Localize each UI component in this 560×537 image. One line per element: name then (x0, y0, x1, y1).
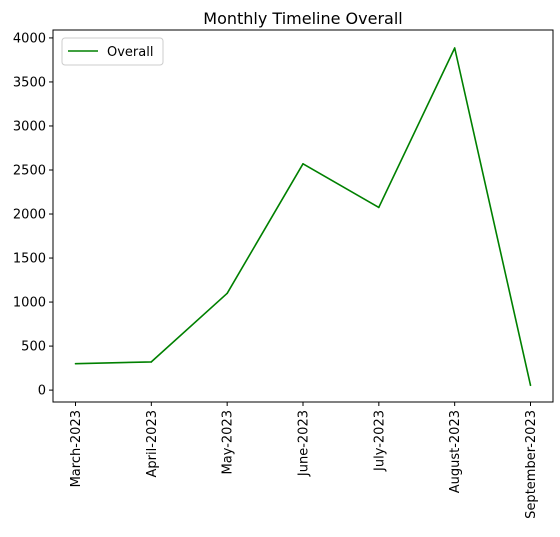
data-point (529, 384, 532, 387)
y-tick-label: 0 (38, 384, 46, 399)
legend-label: Overall (107, 45, 153, 60)
data-point (150, 361, 153, 363)
data-point (453, 47, 456, 49)
x-axis: March-2023 April-2023 May-2023 June-2023 Jul… (69, 402, 539, 519)
chart-title: Monthly Timeline Overall (203, 9, 402, 28)
x-tick-label: June-2023 (297, 410, 312, 477)
y-tick-label: 3500 (13, 75, 46, 90)
legend-box (61, 37, 164, 66)
y-tick-label: 1500 (13, 252, 46, 267)
x-tick-label: July-2023 (372, 410, 387, 472)
y-tick-label: 2000 (13, 208, 46, 223)
series-line (75, 47, 532, 386)
y-axis: 0 500 1000 1500 2000 2500 3000 3500 4000 (13, 31, 53, 399)
y-tick-label: 1000 (13, 296, 46, 311)
series-layer (74, 47, 532, 387)
x-tick-label: May-2023 (221, 410, 236, 474)
y-tick-label: 500 (21, 340, 46, 355)
x-tick-label: April-2023 (145, 410, 160, 478)
x-tick-label: August-2023 (448, 410, 463, 493)
plot-area (52, 29, 554, 403)
x-tick-label: September-2023 (524, 410, 539, 519)
data-point (226, 292, 228, 295)
x-tick-label: March-2023 (69, 410, 84, 487)
y-tick-label: 2500 (13, 163, 46, 178)
data-point (74, 362, 77, 365)
data-point (302, 163, 304, 165)
y-tick-label: 4000 (13, 31, 46, 46)
data-point (378, 206, 380, 209)
legend: Overall (61, 37, 164, 66)
y-tick-label: 3000 (13, 119, 46, 134)
